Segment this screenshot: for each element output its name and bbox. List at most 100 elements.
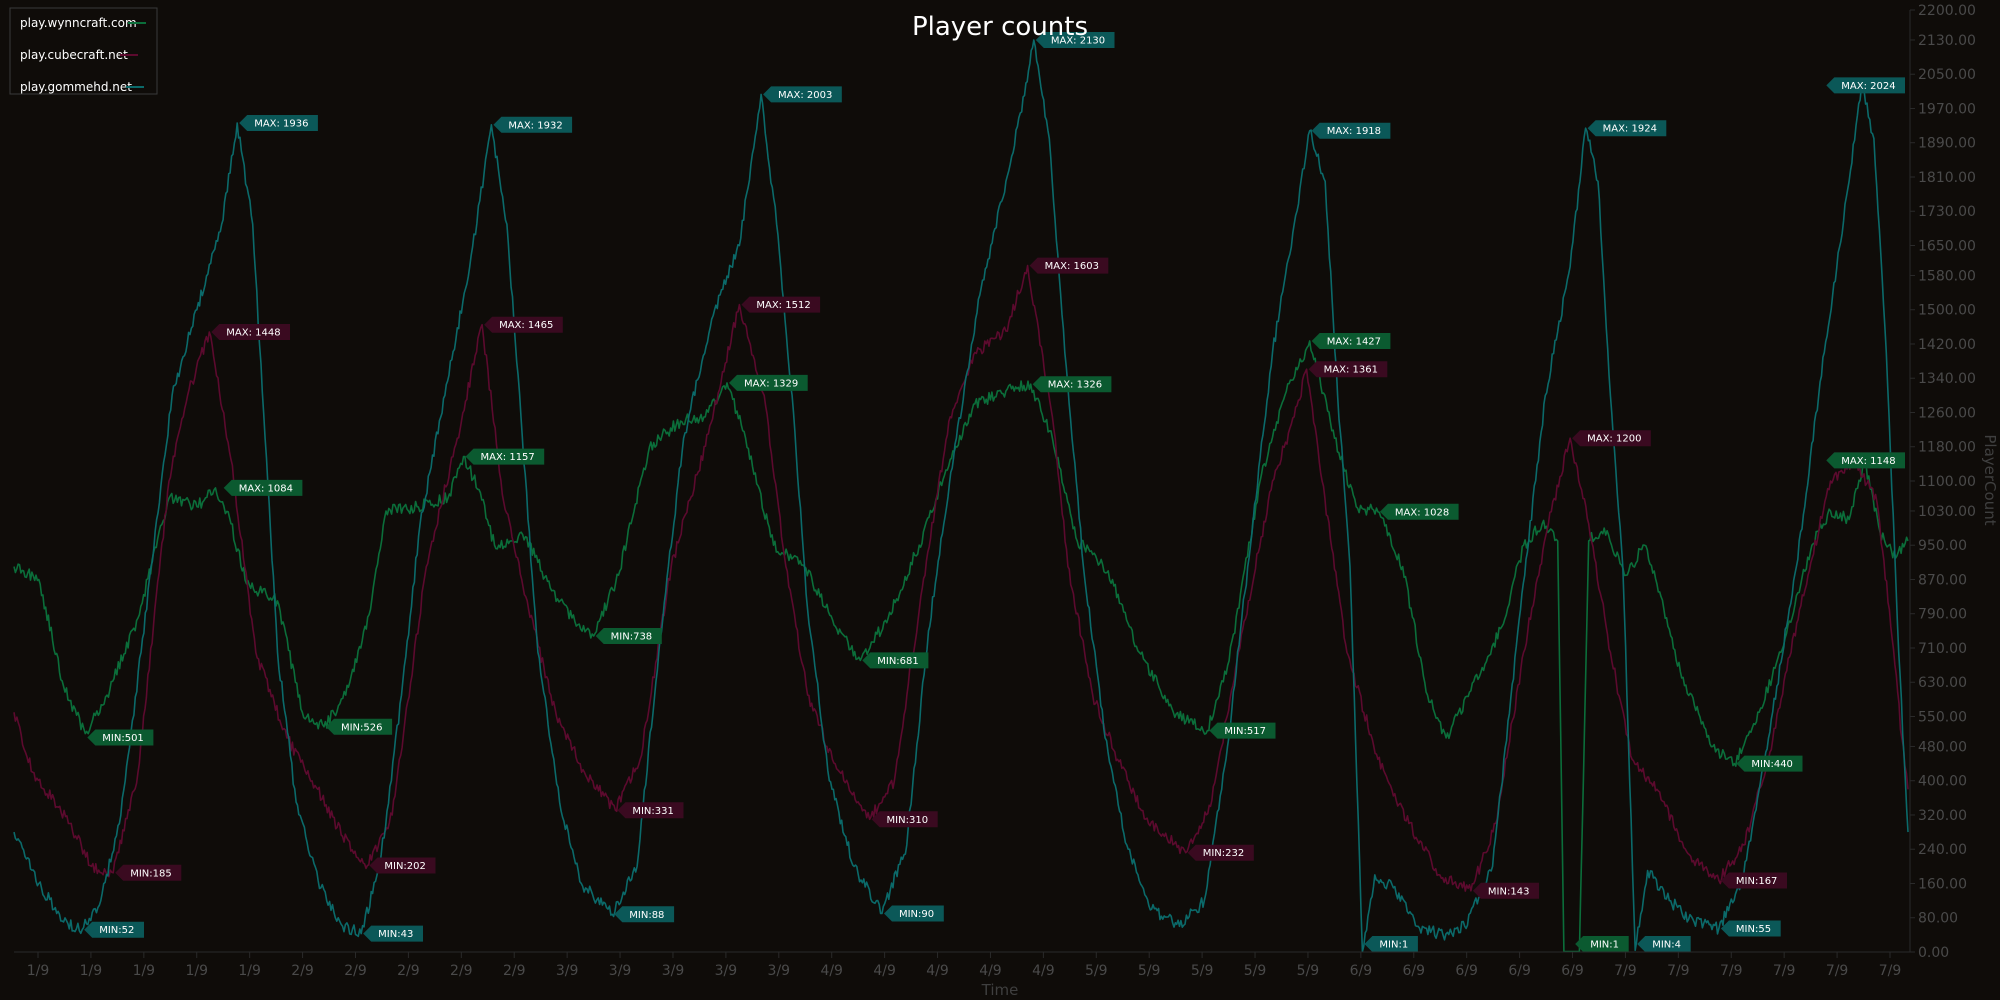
series-line-gommehd [13, 39, 1909, 953]
marker-gommehd-min: MIN:88 [614, 906, 675, 923]
y-tick-label: 630.00 [1918, 675, 1967, 691]
legend-item-gommehd[interactable]: play.gommehd.net [20, 80, 144, 94]
marker-tag [1209, 722, 1276, 739]
marker-tag [614, 906, 675, 923]
x-tick-label: 1/9 [80, 963, 103, 979]
marker-tag [1472, 882, 1539, 899]
marker-label: MIN:738 [611, 632, 653, 643]
marker-tag [1308, 361, 1388, 378]
y-tick-label: 0.00 [1918, 945, 1949, 961]
marker-tag [239, 115, 318, 131]
x-tick-label: 5/9 [1085, 963, 1108, 979]
x-tick-label: 5/9 [1244, 963, 1267, 979]
marker-label: MIN:526 [341, 722, 383, 733]
marker-tag [84, 921, 144, 938]
marker-label: MIN:52 [99, 925, 134, 936]
marker-gommehd-min: MIN:43 [363, 925, 423, 942]
y-tick-label: 1730.00 [1918, 204, 1976, 220]
marker-tag [1826, 452, 1905, 469]
marker-label: MIN:310 [887, 815, 929, 826]
series-line-wynncraft [13, 340, 1909, 953]
marker-cubecraft-min: MIN:167 [1720, 872, 1787, 889]
marker-label: MAX: 1512 [756, 300, 810, 311]
marker-label: MIN:681 [877, 656, 919, 667]
marker-label: MIN:202 [384, 861, 426, 872]
x-tick-label: 1/9 [133, 963, 156, 979]
marker-label: MAX: 1084 [239, 483, 293, 494]
marker-gommehd-max: MAX: 2130 [1035, 32, 1115, 48]
marker-gommehd-max: MAX: 2003 [763, 86, 842, 103]
marker-tag [87, 729, 154, 746]
y-tick-label: 1030.00 [1918, 504, 1976, 520]
marker-tag [1379, 503, 1459, 520]
marker-tag [1572, 430, 1651, 447]
marker-cubecraft-max: MAX: 1603 [1029, 257, 1109, 274]
y-tick-label: 1890.00 [1918, 136, 1976, 152]
x-tick-label: 4/9 [873, 963, 896, 979]
x-tick-label: 7/9 [1773, 963, 1796, 979]
legend-label-cubecraft: play.cubecraft.net [20, 48, 128, 62]
x-tick-label: 3/9 [715, 963, 738, 979]
y-tick-label: 550.00 [1918, 710, 1967, 726]
x-tick-label: 3/9 [662, 963, 685, 979]
marker-gommehd-max: MAX: 1924 [1587, 120, 1667, 137]
marker-tag [223, 479, 303, 496]
marker-label: MAX: 2024 [1841, 81, 1895, 92]
marker-label: MAX: 1148 [1841, 456, 1895, 467]
marker-label: MAX: 1329 [744, 378, 798, 389]
x-tick-label: 6/9 [1455, 963, 1478, 979]
marker-wynncraft-min: MIN:738 [595, 628, 662, 644]
series-line-cubecraft [13, 264, 1909, 892]
marker-tag [211, 324, 290, 340]
x-tick-label: 4/9 [926, 963, 949, 979]
marker-gommehd-max: MAX: 1936 [239, 115, 318, 131]
marker-wynncraft-max: MAX: 1427 [1311, 333, 1391, 349]
x-tick-label: 3/9 [556, 963, 579, 979]
marker-gommehd-min: MIN:4 [1637, 936, 1691, 952]
marker-label: MAX: 1924 [1603, 124, 1657, 135]
marker-tag [1587, 120, 1667, 137]
marker-cubecraft-min: MIN:310 [871, 811, 938, 828]
marker-tag [465, 448, 545, 465]
y-tick-label: 870.00 [1918, 572, 1967, 588]
x-tick-label: 7/9 [1826, 963, 1849, 979]
marker-label: MAX: 1932 [508, 120, 562, 131]
marker-wynncraft-max: MAX: 1157 [465, 448, 545, 465]
marker-cubecraft-min: MIN:143 [1472, 882, 1539, 899]
legend: play.wynncraft.com play.cubecraft.net pl… [9, 7, 158, 95]
y-tick-label: 240.00 [1918, 842, 1967, 858]
marker-label: MAX: 1427 [1327, 336, 1381, 347]
marker-wynncraft-min: MIN:1 [1575, 936, 1629, 952]
marker-cubecraft-min: MIN:331 [617, 802, 684, 819]
marker-gommehd-min: MIN:55 [1720, 920, 1781, 937]
marker-tag [1575, 936, 1629, 952]
marker-label: MAX: 2130 [1051, 35, 1105, 46]
y-tick-label: 1810.00 [1918, 170, 1976, 186]
x-tick-label: 3/9 [768, 963, 791, 979]
marker-label: MAX: 1936 [254, 119, 308, 130]
marker-label: MAX: 1326 [1048, 380, 1102, 391]
x-tick-label: 7/9 [1720, 963, 1743, 979]
x-tick-label: 5/9 [1138, 963, 1161, 979]
x-tick-label: 1/9 [238, 963, 261, 979]
marker-label: MIN:90 [899, 909, 934, 920]
marker-label: MIN:517 [1224, 726, 1266, 737]
x-tick-label: 6/9 [1403, 963, 1426, 979]
marker-tag [1311, 333, 1391, 349]
marker-tag [363, 925, 423, 942]
marker-label: MIN:1 [1590, 940, 1619, 951]
marker-label: MIN:501 [102, 733, 144, 744]
x-tick-label: 6/9 [1561, 963, 1584, 979]
legend-item-wynncraft[interactable]: play.wynncraft.com [20, 16, 146, 30]
x-axis-label: Time [981, 981, 1019, 999]
marker-label: MIN:185 [130, 868, 172, 879]
marker-tag [862, 652, 929, 669]
x-tick-label: 4/9 [820, 963, 843, 979]
x-tick-label: 2/9 [503, 963, 526, 979]
y-tick-label: 2050.00 [1918, 67, 1976, 83]
marker-label: MIN:88 [629, 910, 664, 921]
marker-label: MIN:232 [1203, 848, 1245, 859]
legend-item-cubecraft[interactable]: play.cubecraft.net [20, 48, 138, 62]
marker-tag [1720, 872, 1787, 889]
marker-tag [763, 86, 842, 103]
